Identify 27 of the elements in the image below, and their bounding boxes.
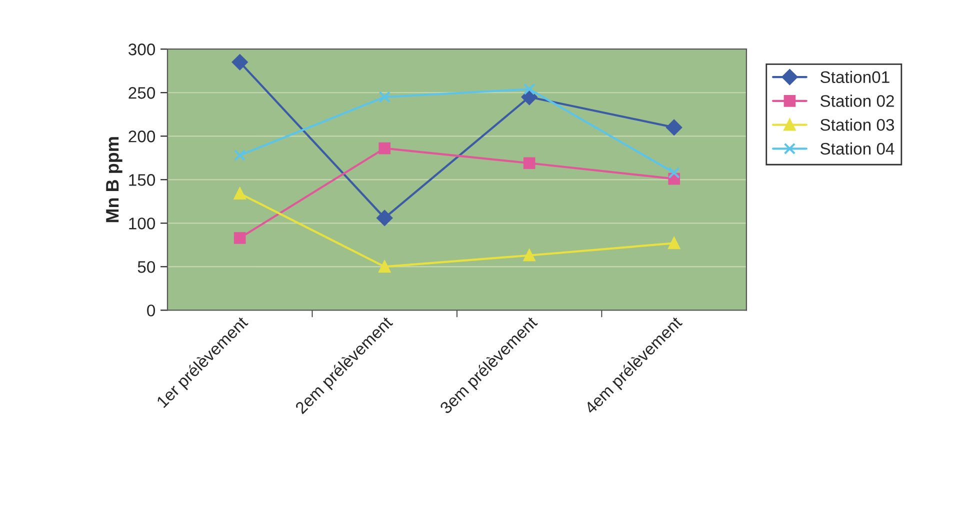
y-tick-label: 0 [147, 304, 156, 316]
point [523, 83, 536, 96]
point [232, 54, 248, 70]
point [668, 237, 680, 250]
legend-label: Station01 [820, 70, 890, 84]
point [376, 210, 393, 226]
point [378, 142, 390, 154]
legend-label: Station 04 [820, 142, 894, 155]
y-tick-label: 200 [128, 130, 156, 142]
y-tick-label: 50 [138, 261, 156, 273]
point [378, 91, 390, 103]
point [668, 166, 680, 179]
legend-label: Station 03 [820, 118, 894, 131]
legend-label: Station 02 [820, 94, 894, 107]
point [234, 188, 246, 200]
y-tick-label: 150 [129, 174, 156, 186]
point [521, 89, 538, 105]
point [523, 157, 536, 170]
point [666, 120, 682, 136]
y-axis-title: Mn B ppm [106, 137, 122, 222]
point [523, 249, 536, 262]
y-tick-label: 250 [128, 87, 156, 99]
y-tick-label: 300 [128, 44, 156, 56]
point [234, 232, 246, 244]
point [234, 149, 246, 162]
point [378, 260, 390, 273]
y-tick-label: 100 [129, 218, 156, 230]
